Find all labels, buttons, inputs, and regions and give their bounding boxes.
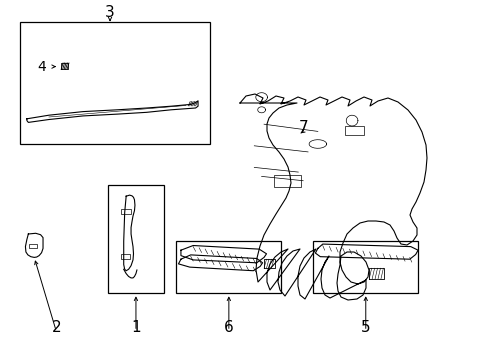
Bar [176,241,281,293]
Text: 6: 6 [224,320,233,335]
Bar [107,185,163,293]
Bar [121,254,130,259]
Text: 5: 5 [360,320,370,335]
Bar [312,241,417,293]
Bar [344,126,364,135]
Text: 4: 4 [37,60,46,73]
Bar [20,22,210,144]
Text: 3: 3 [105,5,115,20]
Bar [29,244,37,248]
Text: 2: 2 [51,320,61,335]
Bar [273,175,300,187]
Text: 7: 7 [298,120,307,135]
Bar [121,209,131,214]
Text: 1: 1 [131,320,141,335]
